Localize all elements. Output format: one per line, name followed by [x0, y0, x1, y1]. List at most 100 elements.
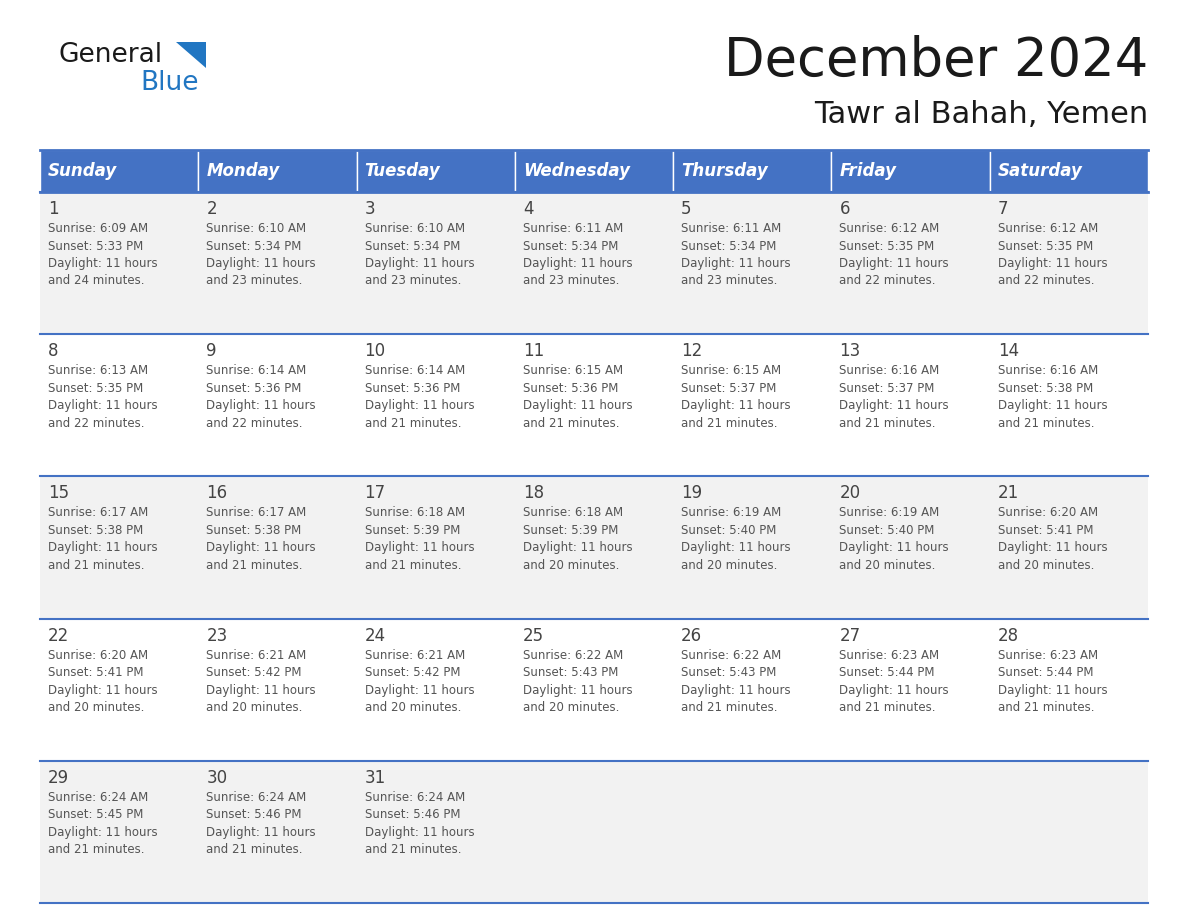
Text: Sunset: 5:40 PM: Sunset: 5:40 PM	[840, 524, 935, 537]
Bar	[198, 476, 356, 619]
Text: Sunset: 5:43 PM: Sunset: 5:43 PM	[523, 666, 618, 679]
Text: and 20 minutes.: and 20 minutes.	[998, 559, 1094, 572]
Bar	[40, 761, 198, 903]
Bar	[514, 192, 674, 334]
Text: Daylight: 11 hours: Daylight: 11 hours	[207, 684, 316, 697]
Text: Sunrise: 6:22 AM: Sunrise: 6:22 AM	[681, 649, 782, 662]
Bar	[990, 619, 1148, 761]
Text: 7: 7	[998, 200, 1009, 218]
Text: General: General	[58, 42, 162, 68]
Text: Sunrise: 6:24 AM: Sunrise: 6:24 AM	[48, 790, 148, 804]
Text: Sunrise: 6:10 AM: Sunrise: 6:10 AM	[207, 222, 307, 235]
Text: and 20 minutes.: and 20 minutes.	[681, 559, 777, 572]
Text: Daylight: 11 hours: Daylight: 11 hours	[523, 257, 632, 270]
Text: Daylight: 11 hours: Daylight: 11 hours	[365, 826, 474, 839]
Text: and 21 minutes.: and 21 minutes.	[681, 701, 778, 714]
Text: Sunset: 5:34 PM: Sunset: 5:34 PM	[681, 240, 777, 252]
Text: Sunrise: 6:12 AM: Sunrise: 6:12 AM	[840, 222, 940, 235]
Text: Tuesday: Tuesday	[365, 162, 441, 180]
Text: and 21 minutes.: and 21 minutes.	[840, 417, 936, 430]
Text: Sunrise: 6:14 AM: Sunrise: 6:14 AM	[207, 364, 307, 377]
Bar	[40, 192, 198, 334]
Polygon shape	[176, 42, 206, 68]
Text: Sunrise: 6:17 AM: Sunrise: 6:17 AM	[48, 507, 148, 520]
Bar	[198, 150, 356, 192]
Text: Sunset: 5:39 PM: Sunset: 5:39 PM	[365, 524, 460, 537]
Text: and 20 minutes.: and 20 minutes.	[48, 701, 145, 714]
Bar	[198, 192, 356, 334]
Text: Daylight: 11 hours: Daylight: 11 hours	[998, 257, 1107, 270]
Text: and 22 minutes.: and 22 minutes.	[48, 417, 145, 430]
Text: Daylight: 11 hours: Daylight: 11 hours	[48, 399, 158, 412]
Text: Sunrise: 6:19 AM: Sunrise: 6:19 AM	[681, 507, 782, 520]
Text: Daylight: 11 hours: Daylight: 11 hours	[48, 684, 158, 697]
Text: Sunrise: 6:18 AM: Sunrise: 6:18 AM	[523, 507, 623, 520]
Bar	[198, 334, 356, 476]
Text: and 24 minutes.: and 24 minutes.	[48, 274, 145, 287]
Text: Sunset: 5:38 PM: Sunset: 5:38 PM	[48, 524, 144, 537]
Text: Sunrise: 6:23 AM: Sunrise: 6:23 AM	[998, 649, 1098, 662]
Text: Sunset: 5:46 PM: Sunset: 5:46 PM	[207, 809, 302, 822]
Text: Daylight: 11 hours: Daylight: 11 hours	[365, 542, 474, 554]
Text: Sunset: 5:35 PM: Sunset: 5:35 PM	[998, 240, 1093, 252]
Text: and 22 minutes.: and 22 minutes.	[207, 417, 303, 430]
Bar	[356, 192, 514, 334]
Bar	[832, 476, 990, 619]
Bar	[514, 761, 674, 903]
Text: 9: 9	[207, 342, 216, 360]
Text: and 23 minutes.: and 23 minutes.	[365, 274, 461, 287]
Text: Daylight: 11 hours: Daylight: 11 hours	[48, 257, 158, 270]
Text: Wednesday: Wednesday	[523, 162, 630, 180]
Text: and 21 minutes.: and 21 minutes.	[365, 559, 461, 572]
Bar	[40, 150, 198, 192]
Bar	[832, 619, 990, 761]
Text: Sunset: 5:44 PM: Sunset: 5:44 PM	[840, 666, 935, 679]
Text: 6: 6	[840, 200, 849, 218]
Text: Tawr al Bahah, Yemen: Tawr al Bahah, Yemen	[814, 100, 1148, 129]
Text: 13: 13	[840, 342, 860, 360]
Text: Daylight: 11 hours: Daylight: 11 hours	[681, 684, 791, 697]
Text: Sunrise: 6:24 AM: Sunrise: 6:24 AM	[365, 790, 465, 804]
Text: Sunrise: 6:21 AM: Sunrise: 6:21 AM	[365, 649, 465, 662]
Text: December 2024: December 2024	[723, 35, 1148, 87]
Text: and 20 minutes.: and 20 minutes.	[365, 701, 461, 714]
Bar	[356, 476, 514, 619]
Text: 22: 22	[48, 627, 69, 644]
Text: Sunrise: 6:14 AM: Sunrise: 6:14 AM	[365, 364, 465, 377]
Text: Daylight: 11 hours: Daylight: 11 hours	[681, 542, 791, 554]
Text: Sunset: 5:37 PM: Sunset: 5:37 PM	[681, 382, 777, 395]
Text: Daylight: 11 hours: Daylight: 11 hours	[523, 542, 632, 554]
Text: Sunset: 5:37 PM: Sunset: 5:37 PM	[840, 382, 935, 395]
Bar	[356, 761, 514, 903]
Text: Daylight: 11 hours: Daylight: 11 hours	[998, 684, 1107, 697]
Text: and 22 minutes.: and 22 minutes.	[840, 274, 936, 287]
Text: 24: 24	[365, 627, 386, 644]
Bar	[514, 476, 674, 619]
Text: 14: 14	[998, 342, 1019, 360]
Text: Daylight: 11 hours: Daylight: 11 hours	[48, 542, 158, 554]
Text: 3: 3	[365, 200, 375, 218]
Text: Sunset: 5:45 PM: Sunset: 5:45 PM	[48, 809, 144, 822]
Text: Sunrise: 6:10 AM: Sunrise: 6:10 AM	[365, 222, 465, 235]
Text: Sunset: 5:43 PM: Sunset: 5:43 PM	[681, 666, 777, 679]
Text: 12: 12	[681, 342, 702, 360]
Bar	[674, 619, 832, 761]
Text: Sunset: 5:38 PM: Sunset: 5:38 PM	[207, 524, 302, 537]
Text: and 21 minutes.: and 21 minutes.	[207, 559, 303, 572]
Text: 4: 4	[523, 200, 533, 218]
Text: Sunrise: 6:20 AM: Sunrise: 6:20 AM	[48, 649, 148, 662]
Text: Sunset: 5:36 PM: Sunset: 5:36 PM	[523, 382, 618, 395]
Text: Daylight: 11 hours: Daylight: 11 hours	[681, 399, 791, 412]
Bar	[832, 761, 990, 903]
Text: Sunrise: 6:15 AM: Sunrise: 6:15 AM	[523, 364, 623, 377]
Bar	[356, 334, 514, 476]
Text: Monday: Monday	[207, 162, 279, 180]
Text: Sunset: 5:35 PM: Sunset: 5:35 PM	[840, 240, 935, 252]
Text: 30: 30	[207, 768, 227, 787]
Text: Daylight: 11 hours: Daylight: 11 hours	[840, 399, 949, 412]
Text: Friday: Friday	[840, 162, 897, 180]
Text: Sunset: 5:34 PM: Sunset: 5:34 PM	[365, 240, 460, 252]
Text: 27: 27	[840, 627, 860, 644]
Text: 20: 20	[840, 485, 860, 502]
Text: Sunset: 5:42 PM: Sunset: 5:42 PM	[365, 666, 460, 679]
